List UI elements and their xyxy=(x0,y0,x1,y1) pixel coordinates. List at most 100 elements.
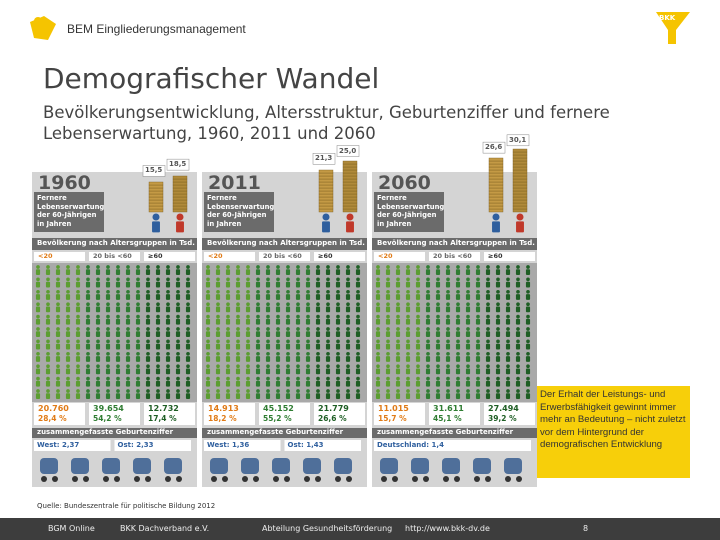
person-icon xyxy=(235,368,241,375)
person-icon xyxy=(136,376,140,381)
person-icon xyxy=(105,318,111,325)
person-icon xyxy=(95,294,101,300)
person-icon xyxy=(476,376,480,381)
stroller-wheel xyxy=(103,476,109,482)
person-icon xyxy=(426,364,430,369)
person-icon xyxy=(95,393,101,400)
person-icon xyxy=(255,281,261,288)
person-icon xyxy=(415,331,421,338)
person-icon xyxy=(465,294,471,300)
person-icon xyxy=(435,343,441,350)
person-icon xyxy=(56,389,60,393)
life-expectancy-box xyxy=(482,141,506,154)
life-expectancy-label-box xyxy=(204,192,274,232)
person-icon xyxy=(295,306,301,313)
person-icon xyxy=(226,289,230,294)
person-icon xyxy=(492,221,500,233)
person-icon xyxy=(396,302,400,307)
person-icon xyxy=(466,339,470,344)
person-icon xyxy=(305,269,311,276)
person-icon xyxy=(152,221,160,233)
coin xyxy=(172,184,188,189)
person-icon xyxy=(376,314,380,319)
person-icon xyxy=(315,281,321,288)
life-expectancy-box xyxy=(166,158,190,171)
person-icon xyxy=(256,389,260,393)
person-icon xyxy=(36,302,40,307)
fertility-value: Ost: 2,33 xyxy=(117,441,154,449)
population-value: 31.611 xyxy=(433,404,464,413)
person-icon xyxy=(326,376,330,381)
person-icon xyxy=(35,393,41,400)
person-icon xyxy=(35,380,41,387)
population-value: 27.494 xyxy=(488,404,519,413)
person-icon xyxy=(106,314,110,319)
person-icon xyxy=(426,376,430,381)
person-icon xyxy=(55,356,61,362)
person-icon xyxy=(455,356,461,362)
coin xyxy=(488,178,504,183)
coin xyxy=(342,202,358,207)
coin xyxy=(488,172,504,177)
person-icon xyxy=(145,318,151,325)
person-icon xyxy=(386,389,390,393)
person-icon xyxy=(245,318,251,325)
person-icon xyxy=(385,269,391,276)
person-icon xyxy=(376,364,380,369)
person-icon xyxy=(186,265,190,269)
person-icon xyxy=(345,306,351,313)
coin xyxy=(512,196,528,201)
person-icon xyxy=(295,281,301,288)
person-icon xyxy=(126,364,130,369)
person-icon xyxy=(435,281,441,288)
person-icon xyxy=(116,314,120,319)
person-icon xyxy=(46,389,50,393)
coin xyxy=(342,166,358,171)
person-icon xyxy=(485,356,491,362)
person-icon xyxy=(35,343,41,350)
person-icon xyxy=(455,306,461,313)
age-group-label: 20 bis <60 xyxy=(93,252,132,260)
person-icon xyxy=(205,380,211,387)
coin xyxy=(512,172,528,177)
person-icon xyxy=(526,351,530,356)
person-icon xyxy=(376,277,380,282)
person-icon xyxy=(116,364,120,369)
person-icon xyxy=(526,327,530,331)
person-icon xyxy=(55,269,61,276)
person-icon xyxy=(525,380,531,387)
person-icon xyxy=(266,376,270,381)
person-icon xyxy=(486,314,490,319)
person-icon xyxy=(375,269,381,276)
person-icon xyxy=(316,302,320,307)
person-icon xyxy=(95,368,101,375)
person-icon xyxy=(95,281,101,288)
person-icon xyxy=(76,265,80,269)
coin xyxy=(148,205,164,210)
person-icon xyxy=(445,343,451,350)
footer-bar xyxy=(0,518,720,540)
person-icon xyxy=(335,356,341,362)
person-icon xyxy=(155,368,161,375)
population-share: 55,2 % xyxy=(263,414,292,423)
coin xyxy=(488,175,504,180)
person-icon xyxy=(306,389,310,393)
person-icon xyxy=(225,331,231,338)
person-icon xyxy=(496,277,500,282)
person-icon xyxy=(156,314,160,319)
person-icon xyxy=(36,327,40,331)
stroller xyxy=(40,458,58,474)
person-icon xyxy=(216,314,220,319)
person-icon xyxy=(126,289,130,294)
person-icon xyxy=(75,368,81,375)
person-icon xyxy=(55,294,61,300)
person-icon xyxy=(506,327,510,331)
coin xyxy=(512,202,528,207)
person-icon xyxy=(466,265,470,269)
person-icon xyxy=(306,376,310,381)
person-icon xyxy=(386,289,390,294)
person-icon xyxy=(425,356,431,362)
person-icon xyxy=(305,281,311,288)
person-icon xyxy=(176,277,180,282)
person-icon xyxy=(205,269,211,276)
